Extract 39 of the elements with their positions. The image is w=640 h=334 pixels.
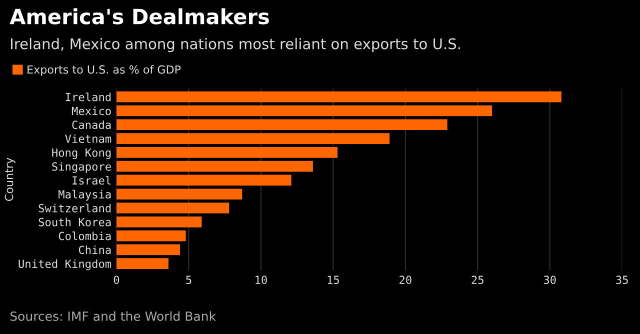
x-tick-label: 0 bbox=[114, 276, 120, 284]
x-tick-label: 35 bbox=[616, 276, 628, 284]
y-tick-label: Ireland bbox=[66, 92, 111, 102]
y-tick-label: Singapore bbox=[52, 162, 111, 173]
bar bbox=[116, 230, 186, 242]
x-tick-label: 5 bbox=[186, 276, 192, 284]
y-tick-label: Mexico bbox=[72, 106, 111, 116]
bar bbox=[116, 133, 390, 144]
bar bbox=[116, 244, 180, 256]
y-tick-label: Switzerland bbox=[38, 204, 111, 212]
y-tick-label: Vietnam bbox=[65, 134, 112, 143]
x-tick-label: 20 bbox=[400, 276, 412, 284]
x-tick-label: 25 bbox=[472, 276, 484, 284]
chart-subtitle: Ireland, Mexico among nations most reliant on exports to U.S. bbox=[11, 38, 460, 52]
bar bbox=[116, 174, 292, 186]
bar bbox=[116, 160, 313, 172]
y-tick-label: Israel bbox=[72, 176, 111, 185]
bar bbox=[116, 216, 202, 228]
y-tick-label: South Korea bbox=[38, 218, 111, 226]
x-tick-label: 30 bbox=[544, 276, 556, 284]
bar bbox=[116, 105, 492, 116]
legend-label: Exports to U.S. as % of GDP bbox=[28, 65, 181, 76]
y-tick-label: China bbox=[78, 246, 111, 254]
y-tick-label: Canada bbox=[72, 120, 111, 130]
bar bbox=[116, 119, 448, 130]
source-note: Sources: IMF and the World Bank bbox=[10, 311, 216, 321]
bar bbox=[116, 188, 242, 200]
x-tick-label: 10 bbox=[256, 276, 267, 284]
bar bbox=[116, 91, 562, 102]
x-tick-label: 15 bbox=[328, 276, 339, 284]
y-tick-label: United Kingdom bbox=[18, 259, 112, 270]
bar bbox=[116, 147, 338, 158]
bar bbox=[116, 202, 230, 214]
y-tick-label: Colombia bbox=[58, 232, 111, 240]
y-tick-label: Malaysia bbox=[58, 190, 111, 201]
y-tick-label: Hong Kong bbox=[52, 148, 111, 160]
chart-title: America's Dealmakers bbox=[10, 8, 269, 24]
y-axis-title: Country bbox=[4, 158, 16, 201]
bar bbox=[116, 258, 168, 270]
